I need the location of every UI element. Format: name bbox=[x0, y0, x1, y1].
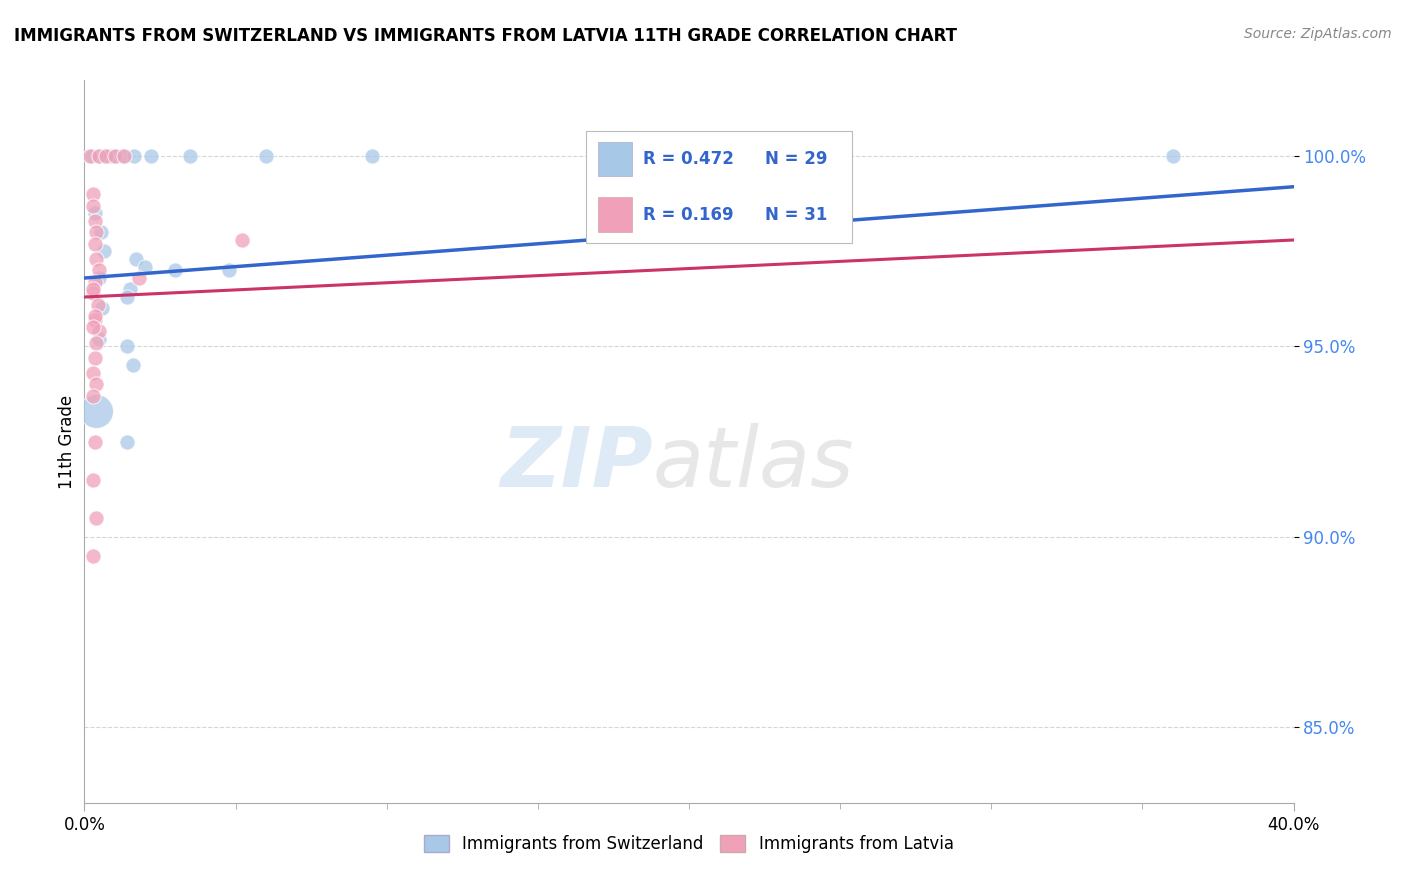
Point bbox=[82, 389, 104, 403]
Point bbox=[139, 149, 162, 163]
Point bbox=[218, 263, 240, 277]
Point bbox=[82, 473, 104, 487]
Point bbox=[115, 290, 138, 304]
Point bbox=[98, 149, 121, 163]
Point bbox=[82, 282, 104, 296]
Point bbox=[84, 434, 107, 449]
Point bbox=[94, 149, 117, 163]
Legend: Immigrants from Switzerland, Immigrants from Latvia: Immigrants from Switzerland, Immigrants … bbox=[418, 828, 960, 860]
Point bbox=[86, 335, 108, 350]
Point bbox=[84, 309, 107, 323]
Point bbox=[89, 263, 111, 277]
Point bbox=[86, 226, 108, 240]
Point bbox=[128, 271, 150, 285]
Point bbox=[82, 366, 104, 380]
Point bbox=[254, 149, 277, 163]
Point bbox=[84, 206, 107, 220]
Text: Source: ZipAtlas.com: Source: ZipAtlas.com bbox=[1244, 27, 1392, 41]
Point bbox=[84, 214, 107, 228]
Point bbox=[89, 149, 111, 163]
Point bbox=[84, 351, 107, 365]
Point bbox=[93, 149, 115, 163]
Point bbox=[115, 434, 138, 449]
Text: atlas: atlas bbox=[652, 423, 855, 504]
Point bbox=[104, 149, 127, 163]
Text: R = 0.472: R = 0.472 bbox=[643, 150, 734, 168]
Point bbox=[84, 236, 107, 251]
Point bbox=[86, 377, 108, 392]
Point bbox=[89, 332, 111, 346]
Text: N = 31: N = 31 bbox=[765, 206, 828, 224]
Point bbox=[115, 339, 138, 353]
Point bbox=[89, 271, 111, 285]
Text: ZIP: ZIP bbox=[501, 423, 652, 504]
Y-axis label: 11th Grade: 11th Grade bbox=[58, 394, 76, 489]
Point bbox=[360, 149, 382, 163]
Point bbox=[79, 149, 101, 163]
Point bbox=[179, 149, 201, 163]
Point bbox=[84, 313, 107, 327]
Point bbox=[122, 149, 145, 163]
Point bbox=[89, 324, 111, 338]
FancyBboxPatch shape bbox=[599, 197, 633, 232]
Point bbox=[80, 149, 103, 163]
Point bbox=[799, 149, 821, 163]
Point bbox=[82, 199, 104, 213]
Point bbox=[118, 282, 141, 296]
Point bbox=[105, 149, 128, 163]
Point bbox=[82, 549, 104, 563]
Point bbox=[231, 233, 253, 247]
Point bbox=[165, 263, 187, 277]
Point bbox=[111, 149, 134, 163]
Point bbox=[93, 244, 115, 259]
Point bbox=[82, 320, 104, 334]
FancyBboxPatch shape bbox=[586, 131, 852, 243]
Point bbox=[86, 252, 108, 266]
Point bbox=[112, 149, 135, 163]
Point bbox=[91, 301, 114, 316]
Point bbox=[134, 260, 156, 274]
Point bbox=[86, 404, 108, 418]
Point bbox=[82, 187, 104, 202]
Point bbox=[82, 286, 104, 301]
Point bbox=[90, 226, 112, 240]
Text: N = 29: N = 29 bbox=[765, 150, 828, 168]
Point bbox=[86, 510, 108, 524]
Point bbox=[87, 149, 110, 163]
Point bbox=[125, 252, 148, 266]
Text: IMMIGRANTS FROM SWITZERLAND VS IMMIGRANTS FROM LATVIA 11TH GRADE CORRELATION CHA: IMMIGRANTS FROM SWITZERLAND VS IMMIGRANT… bbox=[14, 27, 957, 45]
Text: R = 0.169: R = 0.169 bbox=[643, 206, 734, 224]
FancyBboxPatch shape bbox=[599, 142, 633, 177]
Point bbox=[121, 359, 143, 373]
Point bbox=[87, 298, 110, 312]
Point bbox=[84, 275, 107, 289]
Point bbox=[1161, 149, 1184, 163]
